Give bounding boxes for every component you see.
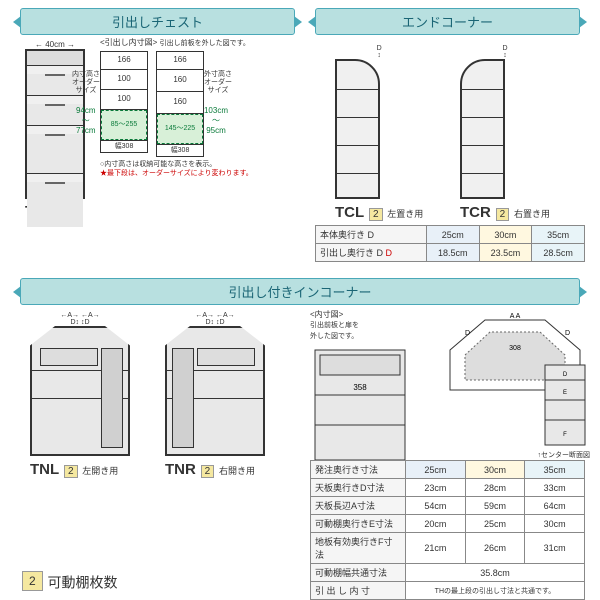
tcl-drawing (335, 59, 380, 199)
tnl-drawing (30, 326, 130, 456)
incorner-title: 引出し付きインコーナー (228, 285, 371, 300)
tnr-label: TNR 2 右開き用 (165, 461, 265, 478)
svg-text:D: D (465, 330, 470, 337)
svg-text:D: D (563, 372, 568, 378)
endcorner-title: エンドコーナー (402, 15, 493, 30)
svg-text:A A: A A (510, 313, 521, 320)
chest-title: 引出しチェスト (112, 15, 203, 30)
tcr-label: TCR 2 右置き用 (460, 204, 550, 221)
svg-text:E: E (563, 390, 567, 396)
chest-width: ← 40cm → (25, 40, 85, 49)
range1: 94cm 〜 77cm (76, 106, 96, 135)
tcr-drawing (460, 59, 505, 199)
center-section-label: ↑センター断面図 (538, 450, 591, 460)
chest-note2: ★最下段は、オーダーサイズにより変わります。 (100, 169, 290, 178)
range2: 103cm 〜 95cm (204, 106, 228, 135)
svg-text:308: 308 (509, 345, 521, 352)
endcorner-header: エンドコーナー (315, 8, 580, 35)
svg-text:358: 358 (353, 383, 367, 392)
chest-header: 引出しチェスト (20, 8, 295, 35)
order-size-label: 内寸高さ オーダー サイズ (72, 71, 100, 94)
tnr-drawing (165, 326, 265, 456)
endcorner-table: 本体奥行き D 25cm 30cm 35cm 引出し奥行き D D 18.5cm… (315, 225, 585, 262)
incorner-header: 引出し付きインコーナー (20, 278, 580, 305)
svg-text:D: D (565, 330, 570, 337)
outer-size-label: 外寸高さ オーダー サイズ (204, 71, 232, 94)
incorner-table: 発注奥行き寸法 25cm 30cm 35cm 天板奥行きD寸法 23cm 28c… (310, 460, 585, 600)
section-svg: D E F (540, 360, 590, 450)
chest-note1: ○内寸高さは収納可能な高さを表示。 (100, 160, 290, 169)
inner-title: <引出し内寸図> 引出し前板を外した図です。 (100, 38, 290, 48)
svg-text:F: F (563, 432, 567, 438)
legend-label: 可動棚枚数 (47, 574, 117, 590)
tnl-label: TNL 2 左開き用 (30, 461, 130, 478)
incorner-inner-title: <内寸図> 引出前板と扉を 外した図です。 (310, 310, 460, 341)
tcl-label: TCL 2 左置き用 (335, 204, 423, 221)
legend: 2 可動棚枚数 (20, 571, 117, 592)
w308: 幅308 (101, 140, 147, 152)
incorner-shelf-svg: 358 (310, 345, 410, 465)
